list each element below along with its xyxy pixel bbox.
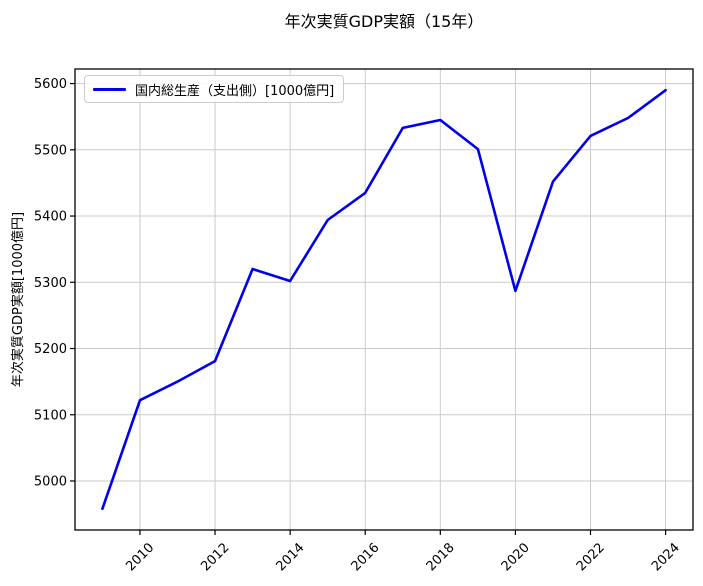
x-tick-label: 2020 (499, 540, 533, 574)
chart-title: 年次実質GDP実額（15年） (284, 12, 484, 31)
x-tick-label: 2018 (424, 540, 458, 574)
x-tick-label: 2024 (649, 540, 683, 574)
y-tick-label: 5400 (34, 210, 67, 225)
x-tick-label: 2016 (349, 540, 383, 574)
y-tick-label: 5300 (34, 276, 67, 291)
x-tick-label: 2014 (273, 540, 307, 574)
y-tick-label: 5600 (34, 77, 67, 92)
gdp-line (101, 88, 667, 511)
legend-line-swatch (93, 87, 126, 91)
y-tick-label: 5000 (34, 474, 67, 489)
x-tick-label: 2010 (123, 540, 157, 574)
axes-spines (74, 68, 694, 531)
x-tick-label: 2022 (574, 540, 608, 574)
y-tick-label: 5200 (34, 342, 67, 357)
legend: 国内総生産（支出側）[1000億円] (84, 75, 345, 103)
x-tick-label: 2012 (198, 540, 232, 574)
y-tick-label: 5500 (34, 143, 67, 158)
y-tick-label: 5100 (34, 408, 67, 423)
legend-label: 国内総生産（支出側）[1000億円] (135, 83, 335, 99)
